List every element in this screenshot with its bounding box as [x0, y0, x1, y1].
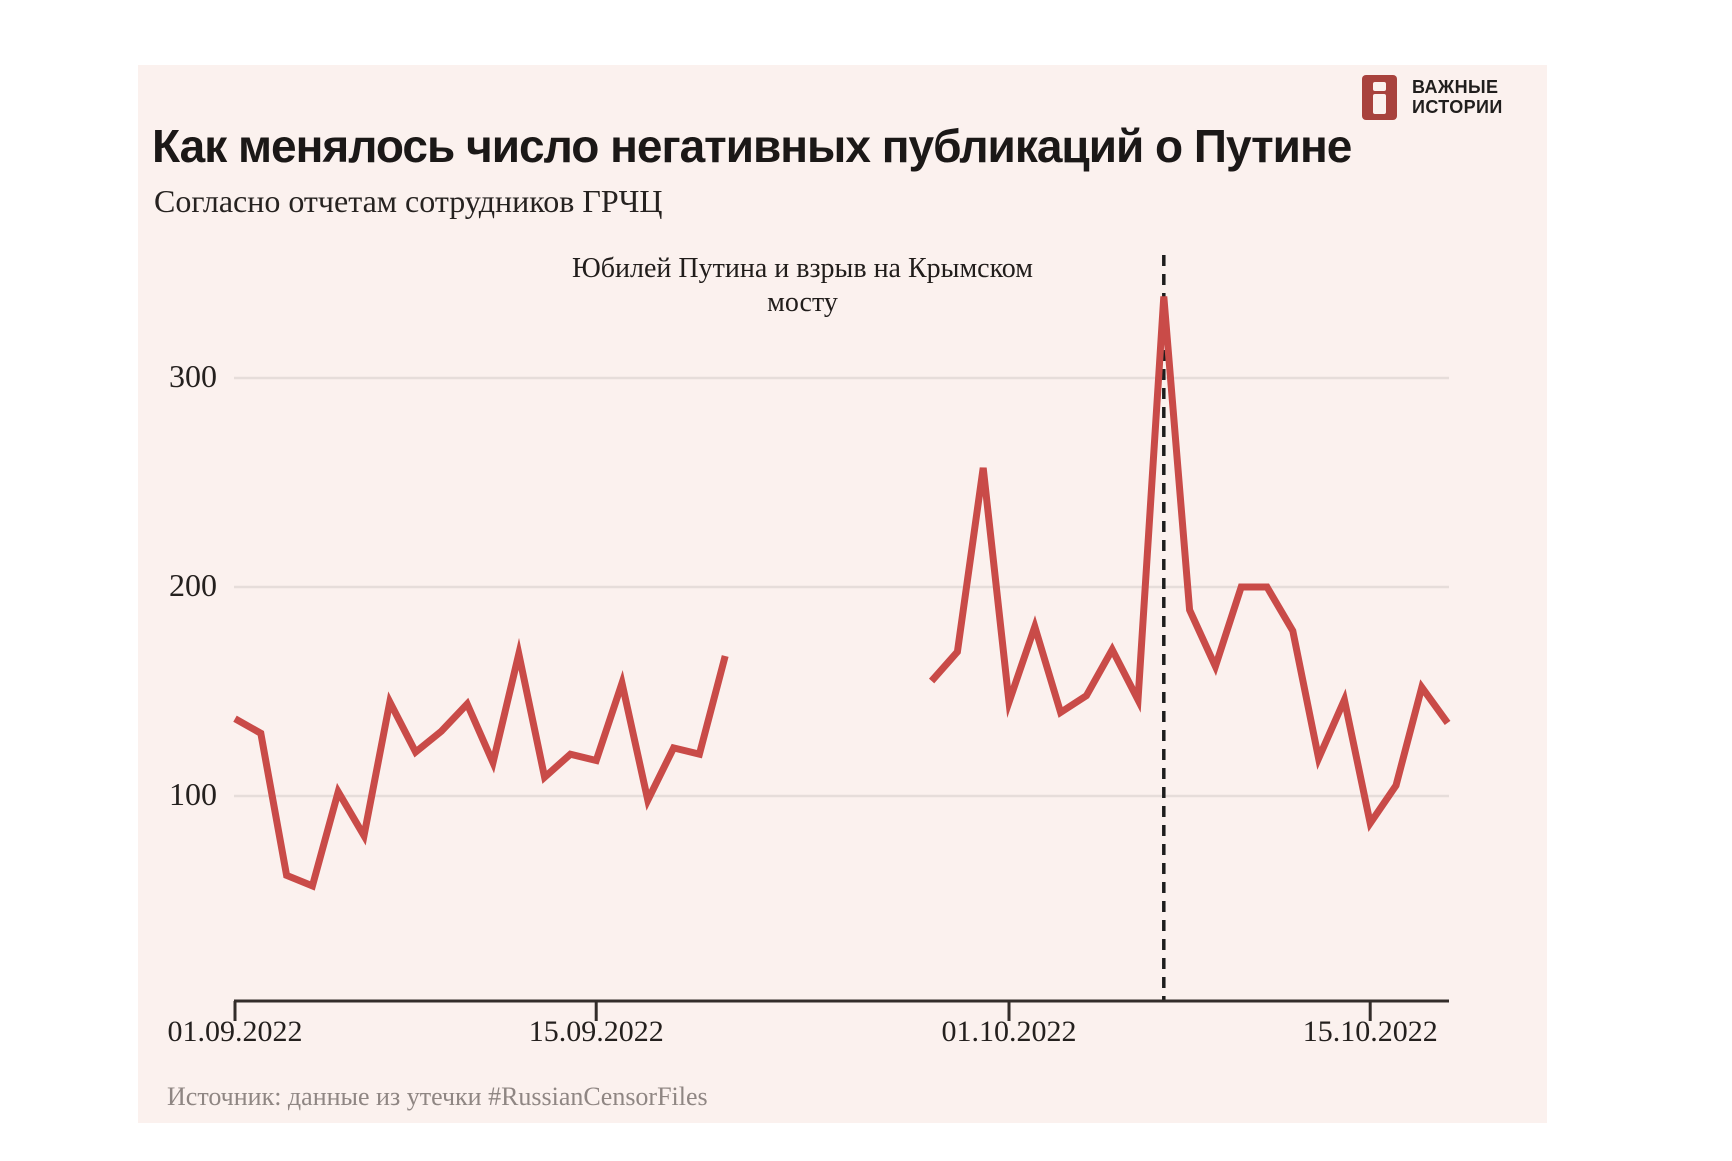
brand-logo: ВАЖНЫЕ ИСТОРИИ	[1362, 75, 1503, 120]
x-axis-label: 15.10.2022	[1302, 1015, 1438, 1048]
x-axis-label: 01.10.2022	[941, 1015, 1077, 1048]
x-axis-label: 15.09.2022	[528, 1015, 664, 1048]
y-axis-label: 200	[169, 567, 217, 603]
chart-title: Как менялось число негативных публикаций…	[152, 120, 1352, 172]
y-axis-label: 300	[169, 358, 217, 394]
infographic-card	[138, 65, 1547, 1123]
brand-name-line1: ВАЖНЫЕ	[1412, 77, 1499, 97]
y-axis-label: 100	[169, 776, 217, 812]
brand-name-line2: ИСТОРИИ	[1412, 97, 1503, 118]
chart-subtitle: Согласно отчетам сотрудников ГРЧЦ	[154, 183, 663, 219]
brand-name: ВАЖНЫЕ ИСТОРИИ	[1412, 75, 1503, 117]
x-axis-label: 01.09.2022	[167, 1015, 303, 1048]
annotation-label: Юбилей Путина и взрыв на Крымском мосту	[572, 253, 1033, 318]
source-note: Источник: данные из утечки #RussianCenso…	[167, 1082, 708, 1111]
logo-i-dot	[1373, 82, 1386, 91]
logo-i-stem	[1373, 94, 1386, 114]
istories-logo-icon	[1362, 75, 1397, 120]
